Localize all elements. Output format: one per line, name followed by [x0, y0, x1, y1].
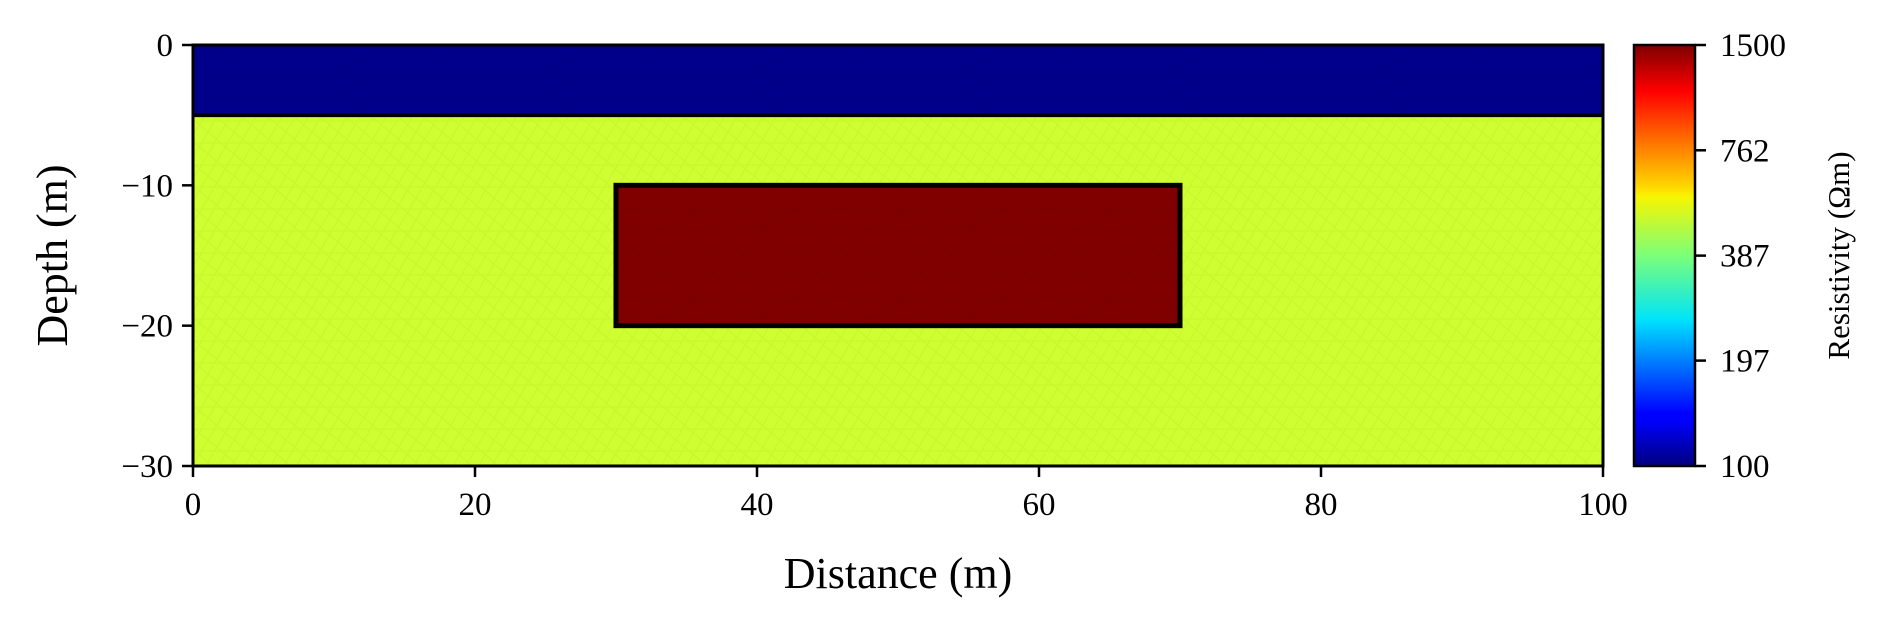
x-axis-label: Distance (m): [784, 549, 1012, 598]
colorbar-gradient: [1634, 45, 1695, 466]
colorbar: 100 197 387 762 1500: [1632, 28, 1786, 485]
y-tick-label: 0: [157, 28, 174, 64]
plot-area: [191, 43, 1605, 468]
y-tick-label: −30: [121, 449, 173, 485]
x-tick-label: 20: [459, 487, 492, 523]
mesh-overlay: [193, 45, 1603, 116]
y-axis: 0 −10 −20 −30: [121, 28, 193, 485]
plot-frame: [191, 43, 1605, 468]
colorbar-tick-label: 197: [1720, 344, 1770, 380]
x-tick-label: 100: [1578, 487, 1628, 523]
y-tick-label: −20: [121, 309, 173, 345]
x-axis: 0 20 40 60 80 100: [185, 466, 1628, 523]
mesh-overlay: [616, 185, 1180, 326]
colorbar-tick-label: 762: [1720, 133, 1770, 169]
x-tick-label: 80: [1305, 487, 1338, 523]
block-outline: [613, 182, 1183, 329]
x-tick-label: 40: [741, 487, 774, 523]
y-axis-label: Depth (m): [28, 164, 77, 346]
colorbar-label: Resistivity (Ωm): [1821, 151, 1856, 359]
colorbar-tick-label: 1500: [1720, 28, 1786, 64]
colorbar-tick-label: 100: [1720, 449, 1770, 485]
x-tick-label: 60: [1023, 487, 1056, 523]
x-tick-label: 0: [185, 487, 202, 523]
y-tick-label: −10: [121, 168, 173, 204]
colorbar-tick-label: 387: [1720, 239, 1770, 275]
